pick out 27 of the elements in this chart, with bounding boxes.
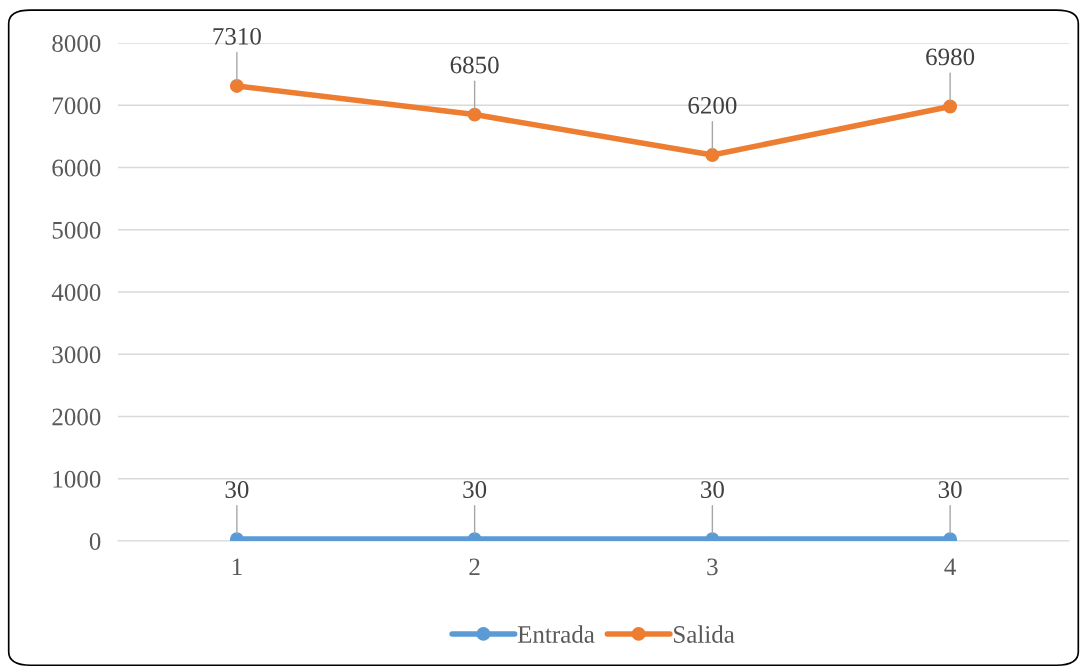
data-label: 30	[463, 481, 487, 498]
x-tick-label: 1	[232, 558, 242, 576]
legend-label: Entrada	[517, 625, 595, 643]
data-label: 6980	[926, 48, 975, 66]
y-tick-label: 4000	[51, 284, 101, 301]
y-tick-label: 3000	[52, 346, 101, 364]
point	[467, 107, 482, 122]
data-label: 30	[225, 481, 249, 498]
y-tick-label: 5000	[52, 221, 101, 239]
point	[229, 79, 244, 93]
x-tick-label: 4	[944, 558, 956, 576]
x-tick-label: 3	[707, 558, 718, 576]
y-tick-label: 1000	[53, 470, 101, 488]
data-label: 6850	[450, 56, 499, 74]
y-tick-label: 8000	[52, 35, 101, 52]
data-label: 30	[938, 481, 962, 498]
point	[705, 148, 720, 162]
x-tick-label: 2	[469, 558, 480, 576]
y-tick-label: 2000	[52, 408, 101, 426]
legend-label: Salida	[674, 625, 735, 643]
y-tick-label: 6000	[52, 159, 101, 177]
data-label: 7310	[213, 27, 261, 45]
data-label: 6200	[688, 96, 737, 114]
data-label: 30	[701, 481, 724, 498]
y-tick-label: 0	[89, 533, 101, 550]
point	[943, 99, 958, 114]
y-tick-label: 7000	[52, 97, 101, 115]
